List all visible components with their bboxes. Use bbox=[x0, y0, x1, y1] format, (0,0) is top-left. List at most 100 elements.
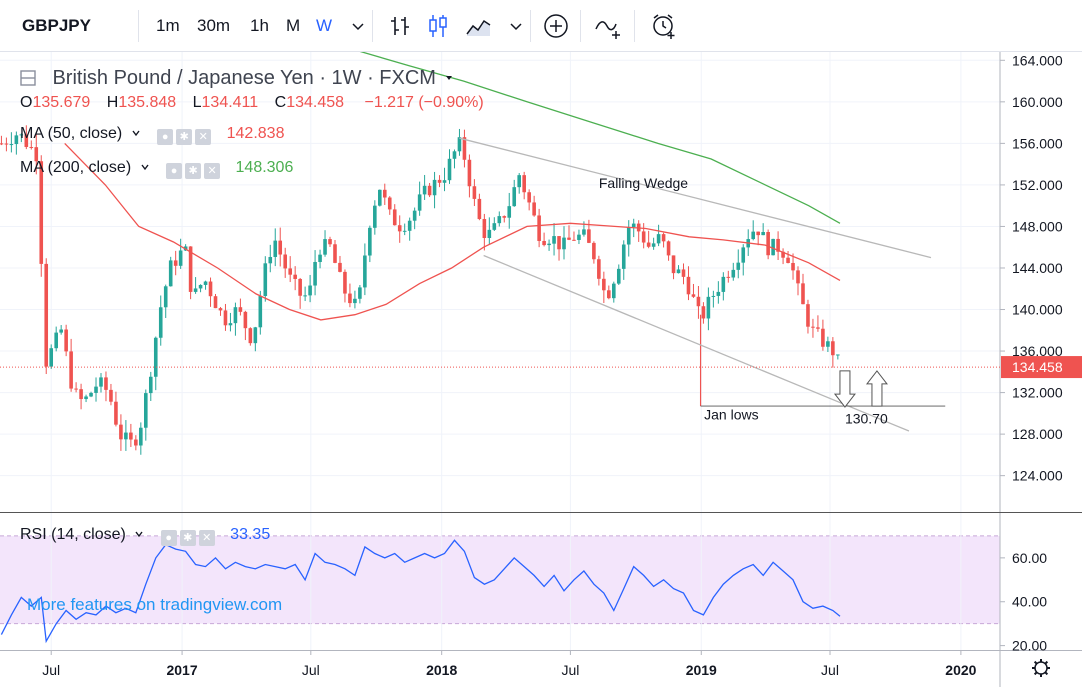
open-label: O bbox=[20, 94, 33, 111]
candle-body bbox=[402, 230, 407, 232]
gear-icon[interactable]: ✱ bbox=[176, 129, 193, 145]
chevron-down-icon[interactable] bbox=[444, 73, 454, 83]
candle-body bbox=[153, 337, 158, 377]
rsi-line bbox=[0, 539, 841, 644]
gear-icon[interactable]: ✱ bbox=[179, 530, 196, 546]
interval-30m[interactable]: 30m bbox=[197, 16, 231, 35]
rsi-legend[interactable]: RSI (14, close) ● ✱ ✕ 33.35 bbox=[20, 523, 270, 547]
chart-title: British Pound / Japanese Yen · 1W · FXCM bbox=[52, 67, 436, 89]
close-icon[interactable]: ✕ bbox=[204, 163, 221, 179]
candle-body bbox=[781, 251, 785, 258]
chevron-down-icon[interactable] bbox=[131, 128, 141, 138]
candle-body bbox=[452, 151, 457, 159]
candle-body bbox=[353, 298, 357, 304]
candle-body bbox=[0, 143, 4, 145]
gear-icon[interactable]: ✱ bbox=[185, 163, 202, 179]
candle-body bbox=[766, 232, 770, 256]
candle-body bbox=[378, 189, 382, 206]
candle-body bbox=[502, 216, 507, 218]
collapse-icon[interactable] bbox=[20, 70, 36, 86]
candle-body bbox=[4, 143, 9, 145]
candle-body bbox=[9, 144, 14, 146]
close-value: 134.458 bbox=[286, 94, 345, 111]
up-arrow bbox=[865, 370, 888, 407]
trendlines bbox=[459, 137, 946, 432]
interval-week[interactable]: W bbox=[316, 16, 333, 35]
gridlines bbox=[0, 52, 1000, 650]
price-tick-label: 124.000 bbox=[1012, 468, 1063, 484]
candles-icon[interactable] bbox=[424, 12, 452, 40]
candle-body bbox=[348, 293, 352, 304]
ma200-value: 148.306 bbox=[235, 159, 294, 176]
settings-gear-icon[interactable] bbox=[1032, 659, 1050, 677]
candle-body bbox=[482, 219, 487, 238]
candle-body bbox=[472, 186, 477, 199]
candle-body bbox=[397, 225, 402, 232]
candle-body bbox=[487, 229, 492, 238]
candle-body bbox=[656, 234, 661, 244]
candle-body bbox=[801, 283, 805, 305]
close-icon[interactable]: ✕ bbox=[195, 129, 212, 145]
candle-body bbox=[532, 202, 536, 216]
candle-body bbox=[761, 232, 765, 236]
candle-body bbox=[44, 263, 49, 367]
candle-body bbox=[303, 295, 307, 297]
time-tick-label: 2020 bbox=[945, 662, 976, 678]
add-indicator-icon[interactable] bbox=[542, 12, 570, 40]
candle-body bbox=[368, 227, 372, 256]
area-chart-icon[interactable] bbox=[464, 12, 492, 40]
watermark-link[interactable]: More features on tradingview.com bbox=[27, 595, 283, 614]
eye-icon[interactable]: ● bbox=[160, 530, 177, 546]
bar-chart-icon[interactable] bbox=[386, 12, 414, 40]
jan-lows-label: Jan lows bbox=[704, 407, 758, 423]
compare-icon[interactable] bbox=[594, 12, 622, 40]
candle-body bbox=[691, 294, 696, 297]
candle-body bbox=[417, 194, 422, 211]
chevron-down-icon[interactable] bbox=[502, 12, 530, 40]
candle-body bbox=[811, 326, 815, 328]
candle-body bbox=[193, 288, 198, 292]
eye-icon[interactable]: ● bbox=[166, 163, 183, 179]
candle-body bbox=[243, 311, 248, 329]
candle-body bbox=[756, 231, 760, 236]
falling-wedge-label: Falling Wedge bbox=[599, 175, 688, 191]
candle-body bbox=[607, 290, 611, 299]
candle-body bbox=[163, 286, 168, 308]
eye-icon[interactable]: ● bbox=[157, 129, 174, 145]
ma50-label: MA (50, close) bbox=[20, 125, 123, 142]
interval-month[interactable]: M bbox=[286, 16, 301, 35]
chevron-down-icon[interactable] bbox=[140, 162, 150, 172]
ma50-legend[interactable]: MA (50, close) ● ✱ ✕ 142.838 bbox=[20, 122, 284, 146]
chevron-down-icon[interactable] bbox=[134, 529, 144, 539]
candle-body bbox=[597, 259, 601, 279]
ohlc-row: O135.679 H135.848 L134.411 C134.458 −1.2… bbox=[20, 91, 484, 115]
close-icon[interactable]: ✕ bbox=[198, 530, 215, 546]
candle-body bbox=[29, 146, 34, 148]
toolbar-divider bbox=[530, 10, 531, 42]
candle-body bbox=[477, 198, 482, 220]
last-price-tag bbox=[1001, 356, 1082, 379]
candle-body bbox=[338, 262, 342, 272]
rsi-series bbox=[0, 539, 841, 644]
candle-body bbox=[437, 179, 442, 183]
toolbar: GBPJPY 1m 30m 1h M W bbox=[0, 0, 1082, 52]
candle-body bbox=[248, 328, 253, 344]
chart-area[interactable]: 164.000 160.000 156.000 152.000 148.000 144.0… bbox=[0, 52, 1082, 687]
candle-body bbox=[442, 180, 447, 183]
candle-body bbox=[462, 137, 467, 160]
toolbar-divider bbox=[138, 10, 139, 42]
ma200-legend[interactable]: MA (200, close) ● ✱ ✕ 148.306 bbox=[20, 156, 293, 180]
gear-tooth bbox=[1044, 671, 1049, 676]
rsi-tick-label: 60.00 bbox=[1012, 550, 1047, 566]
candle-body bbox=[537, 215, 541, 241]
rsi-band-fill bbox=[0, 535, 1000, 624]
candle-body bbox=[124, 432, 128, 440]
candle-body bbox=[572, 239, 576, 241]
alert-icon[interactable] bbox=[650, 12, 678, 40]
candle-body bbox=[602, 278, 606, 291]
interval-1m[interactable]: 1m bbox=[156, 16, 180, 35]
interval-1h[interactable]: 1h bbox=[250, 16, 269, 35]
symbol-search[interactable]: GBPJPY bbox=[22, 16, 91, 35]
candle-body bbox=[686, 276, 691, 295]
chevron-down-icon[interactable] bbox=[344, 12, 372, 40]
